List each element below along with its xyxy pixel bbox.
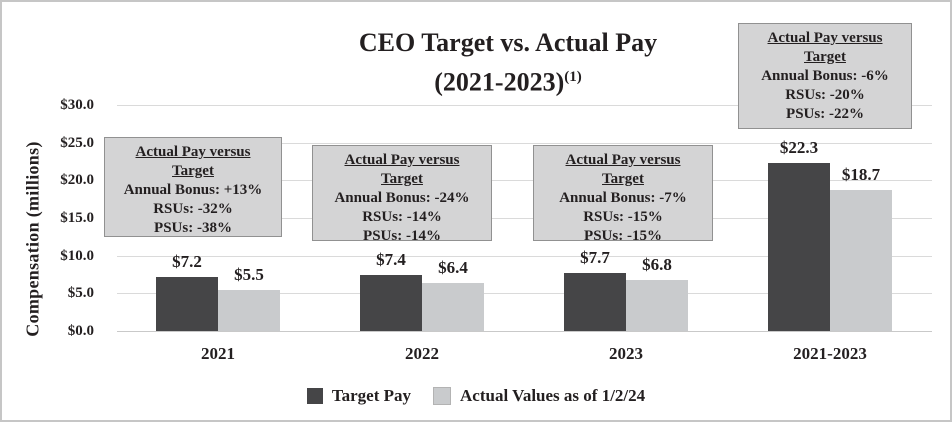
gridline: [117, 331, 932, 332]
bar-value-label: $7.7: [580, 247, 610, 267]
chart-title-line2: (2021-2023)(1): [434, 67, 582, 97]
gridline: [117, 105, 932, 106]
annotation-line: RSUs: -15%: [583, 209, 663, 225]
legend-label: Target Pay: [331, 386, 412, 405]
actual-values-legend-swatch: [433, 387, 452, 405]
bar-target-2022: [360, 275, 422, 331]
chart-legend: Target Pay Actual Values as of 1/2/24: [2, 386, 950, 406]
annotation-heading-line2: Target: [172, 163, 214, 179]
annotation-box-2023: Actual Pay versus Target Annual Bonus: -7%…: [533, 145, 713, 244]
gridline: [117, 142, 932, 144]
gridline: [117, 180, 932, 182]
x-axis-category-label: 2022: [405, 344, 439, 363]
bar-value-label: $7.4: [376, 250, 406, 270]
bar-actual-2021-2023: [830, 190, 892, 331]
annotation-line: Annual Bonus: +13%: [123, 182, 263, 198]
legend-item-actual-values: Actual Values as of 1/2/24: [433, 386, 645, 406]
x-axis-category-label: 2021: [201, 344, 235, 363]
bar-value-label: $6.8: [642, 254, 672, 274]
annotation-line: RSUs: -32%: [153, 201, 233, 217]
annotation-line: PSUs: -22%: [786, 106, 864, 122]
annotation-line: RSUs: -20%: [785, 87, 865, 103]
target-pay-legend-swatch: [306, 388, 323, 404]
annotation-line: PSUs: -14%: [363, 228, 441, 244]
y-axis-tick-label: $30.0: [60, 97, 94, 113]
bar-value-label: $18.7: [841, 165, 881, 185]
bar-value-label: $6.4: [438, 257, 468, 277]
annotation-line: Annual Bonus: -7%: [559, 190, 687, 206]
annotation-box-2021: Actual Pay versus Target Annual Bonus: +13…: [104, 137, 282, 237]
annotation-heading-line1: Actual Pay versus: [565, 152, 681, 168]
bar-actual-2022: [422, 282, 484, 331]
annotation-heading-line2: Target: [381, 171, 423, 187]
annotation-line: PSUs: -38%: [154, 220, 232, 236]
bar-value-label: $7.2: [172, 251, 202, 271]
annotation-heading-line2: Target: [602, 171, 644, 187]
annotation-heading-line2: Target: [804, 49, 846, 65]
legend-label: Actual Values as of 1/2/24: [460, 386, 646, 405]
annotation-box-2022: Actual Pay versus Target Annual Bonus: -24…: [312, 145, 492, 244]
bar-actual-2021: [218, 289, 280, 331]
legend-item-target-pay: Target Pay: [306, 386, 412, 406]
y-axis-tick-label: $15.0: [60, 210, 94, 226]
chart-title-line1: CEO Target vs. Actual Pay: [358, 28, 658, 57]
bar-target-2021: [156, 276, 218, 331]
annotation-line: Annual Bonus: -6%: [761, 68, 889, 84]
x-axis-category-label: 2023: [609, 344, 643, 363]
chart-title-footnote-marker: (1): [564, 69, 582, 85]
bar-value-label: $5.5: [234, 264, 264, 284]
y-axis-tick-label: $10.0: [60, 247, 94, 264]
annotation-heading-line1: Actual Pay versus: [344, 152, 460, 168]
annotation-heading-line1: Actual Pay versus: [135, 144, 251, 160]
annotation-line: Annual Bonus: -24%: [334, 190, 470, 206]
x-axis-category-label: 2021-2023: [793, 344, 867, 363]
y-axis-tick-label: $0.0: [67, 323, 94, 339]
chart-title: CEO Target vs. Actual Pay (2021-2023)(1): [158, 26, 858, 100]
annotation-line: RSUs: -14%: [362, 209, 442, 225]
annotation-box-2021-2023: Actual Pay versus Target Annual Bonus: -6%…: [738, 23, 912, 129]
annotation-line: PSUs: -15%: [584, 228, 662, 244]
annotation-heading-line1: Actual Pay versus: [767, 30, 883, 46]
bar-target-2023: [564, 272, 626, 331]
bar-target-2021-2023: [768, 163, 830, 331]
y-axis-tick-label: $25.0: [60, 134, 94, 151]
gridline: [117, 293, 932, 295]
y-axis-tick-label: $5.0: [67, 285, 94, 302]
bar-value-label: $22.3: [779, 138, 819, 157]
gridline: [117, 255, 932, 257]
bar-actual-2023: [626, 279, 688, 331]
gridline: [117, 218, 932, 219]
y-axis-tick-label: $20.0: [60, 172, 94, 189]
